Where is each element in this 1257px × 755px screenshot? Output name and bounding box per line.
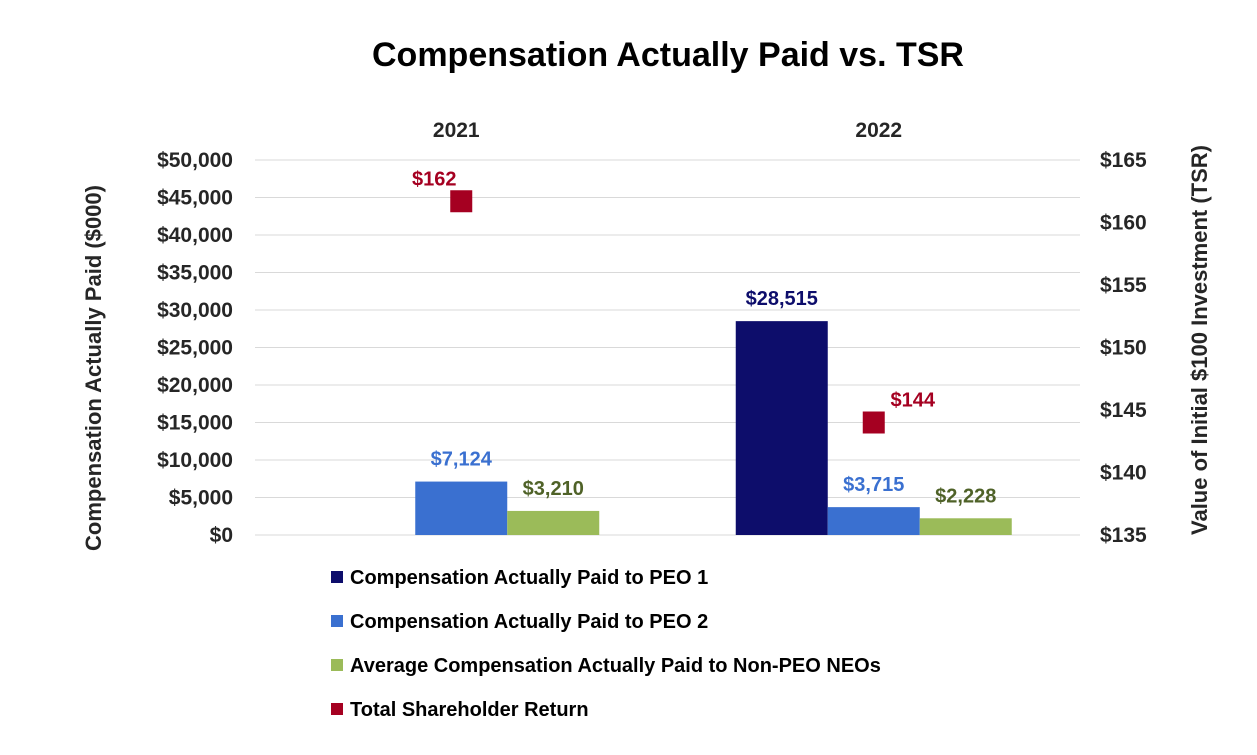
y2-tick-label: $135 bbox=[1100, 524, 1147, 547]
legend-swatch bbox=[331, 571, 343, 583]
bar-2-2022 bbox=[827, 507, 920, 535]
y-tick-label: $0 bbox=[210, 524, 233, 547]
y-tick-label: $30,000 bbox=[157, 299, 233, 322]
gridlines bbox=[255, 159, 1080, 536]
y-tick-label: $50,000 bbox=[157, 149, 233, 172]
data-labels: $28,515 $7,124 $3,715 $3,210 $2,228 $162 $144 bbox=[412, 168, 996, 507]
data-label: $2,228 bbox=[935, 485, 996, 507]
data-label: $162 bbox=[412, 168, 457, 190]
y2-tick-label: $160 bbox=[1100, 212, 1147, 235]
tsr-marker-2022 bbox=[862, 411, 885, 434]
legend-swatch bbox=[331, 615, 343, 627]
y-tick-label: $5,000 bbox=[169, 487, 233, 510]
bar-2-2021 bbox=[415, 481, 508, 535]
legend: Compensation Actually Paid to PEO 1 Compe… bbox=[331, 567, 881, 721]
chart-title: Compensation Actually Paid vs. TSR bbox=[372, 36, 964, 74]
y2-tick-label: $155 bbox=[1100, 274, 1147, 297]
data-label: $28,515 bbox=[746, 288, 818, 310]
bar-3-2022 bbox=[919, 518, 1012, 535]
y-tick-label: $40,000 bbox=[157, 224, 233, 247]
y-tick-label: $20,000 bbox=[157, 374, 233, 397]
data-label: $144 bbox=[891, 390, 936, 412]
tsr-marker-2021 bbox=[450, 190, 473, 213]
bar-1-2022 bbox=[735, 321, 828, 535]
legend-label: Average Compensation Actually Paid to No… bbox=[350, 655, 881, 677]
data-label: $3,715 bbox=[843, 474, 904, 496]
y-tick-label: $10,000 bbox=[157, 449, 233, 472]
data-label: $7,124 bbox=[431, 449, 493, 471]
y2-axis-title: Value of Initial $100 Investment (TSR) bbox=[1187, 145, 1212, 535]
legend-swatch bbox=[331, 703, 343, 715]
category-label: 2022 bbox=[855, 119, 902, 142]
y-tick-label: $35,000 bbox=[157, 262, 233, 285]
y-tick-label: $15,000 bbox=[157, 412, 233, 435]
category-labels: 2021 2022 bbox=[433, 119, 902, 142]
legend-label: Total Shareholder Return bbox=[350, 699, 589, 721]
y-tick-label: $25,000 bbox=[157, 337, 233, 360]
y-axis-title: Compensation Actually Paid ($000) bbox=[81, 185, 106, 551]
legend-swatch bbox=[331, 659, 343, 671]
y-tick-label: $45,000 bbox=[157, 187, 233, 210]
y-axis-ticks: $0 $5,000 $10,000 $15,000 $20,000 $25,000 $30,… bbox=[157, 149, 233, 547]
tsr-markers bbox=[450, 190, 885, 434]
category-label: 2021 bbox=[433, 119, 480, 142]
legend-label: Compensation Actually Paid to PEO 2 bbox=[350, 611, 708, 633]
y2-tick-label: $140 bbox=[1100, 462, 1147, 485]
y2-tick-label: $145 bbox=[1100, 399, 1147, 422]
data-label: $3,210 bbox=[523, 478, 584, 500]
bar-3-2021 bbox=[507, 510, 600, 535]
legend-label: Compensation Actually Paid to PEO 1 bbox=[350, 567, 708, 589]
y2-tick-label: $165 bbox=[1100, 149, 1147, 172]
y2-axis-ticks: $135 $140 $145 $150 $155 $160 $165 bbox=[1100, 149, 1147, 547]
bars bbox=[415, 321, 1012, 535]
y2-tick-label: $150 bbox=[1100, 337, 1147, 360]
